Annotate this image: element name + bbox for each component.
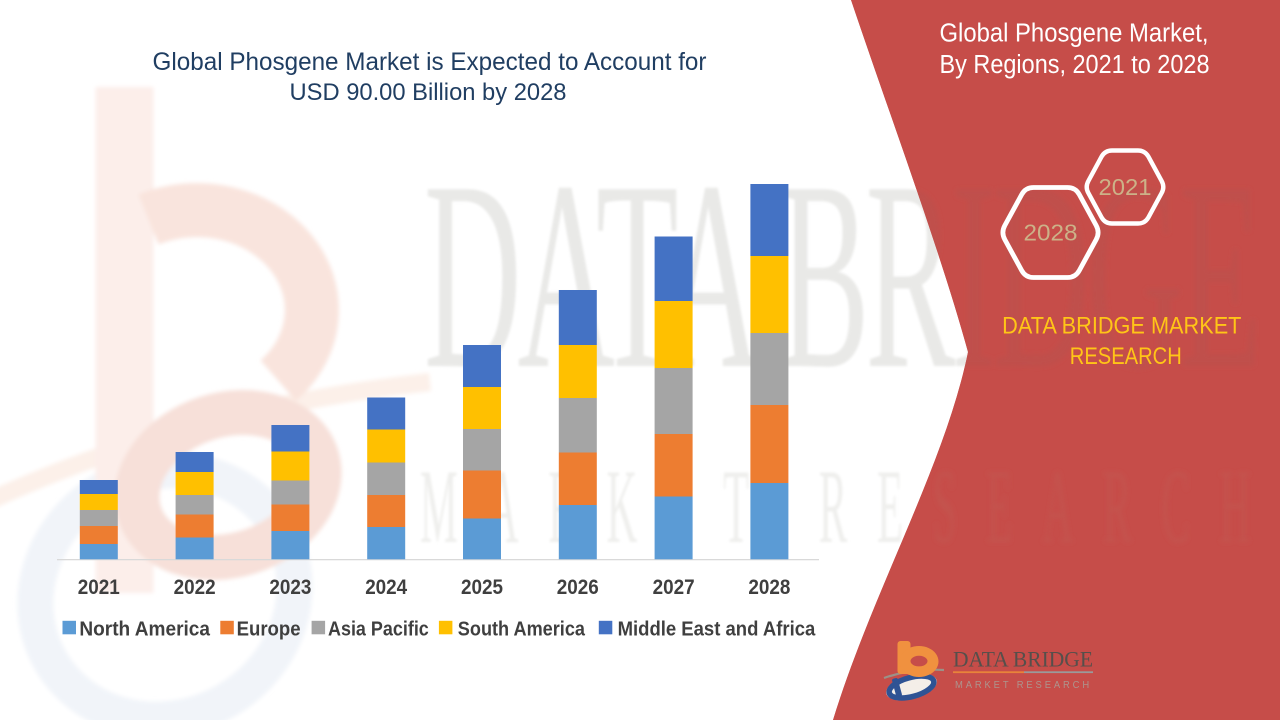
- svg-text:By Regions, 2021 to 2028: By Regions, 2021 to 2028: [940, 51, 1210, 79]
- svg-text:USD 90.00 Billion by 2028: USD 90.00 Billion by 2028: [290, 79, 567, 106]
- svg-text:North America: North America: [79, 619, 210, 641]
- svg-text:Global Phosgene Market,: Global Phosgene Market,: [940, 20, 1209, 48]
- svg-text:2021: 2021: [1099, 174, 1152, 200]
- svg-text:2021: 2021: [78, 575, 120, 599]
- svg-text:2022: 2022: [174, 575, 216, 599]
- svg-text:DATA BRIDGE MARKET: DATA BRIDGE MARKET: [1002, 312, 1242, 339]
- svg-text:2028: 2028: [1024, 220, 1078, 246]
- svg-text:Middle East and Africa: Middle East and Africa: [618, 619, 817, 641]
- svg-text:RESEARCH: RESEARCH: [1070, 343, 1182, 370]
- svg-text:Europe: Europe: [237, 619, 301, 641]
- svg-text:2028: 2028: [748, 575, 790, 599]
- svg-text:2026: 2026: [557, 575, 599, 599]
- svg-text:MARKET RESEARCH: MARKET RESEARCH: [955, 679, 1092, 691]
- svg-text:South America: South America: [458, 619, 586, 641]
- svg-text:2025: 2025: [461, 575, 503, 599]
- svg-text:2027: 2027: [653, 575, 695, 599]
- svg-text:DATA BRIDGE: DATA BRIDGE: [953, 647, 1093, 672]
- svg-text:2024: 2024: [365, 575, 407, 599]
- svg-text:Global Phosgene Market is Expe: Global Phosgene Market is Expected to Ac…: [153, 48, 707, 76]
- svg-text:Asia Pacific: Asia Pacific: [328, 619, 429, 641]
- svg-text:2023: 2023: [269, 575, 311, 599]
